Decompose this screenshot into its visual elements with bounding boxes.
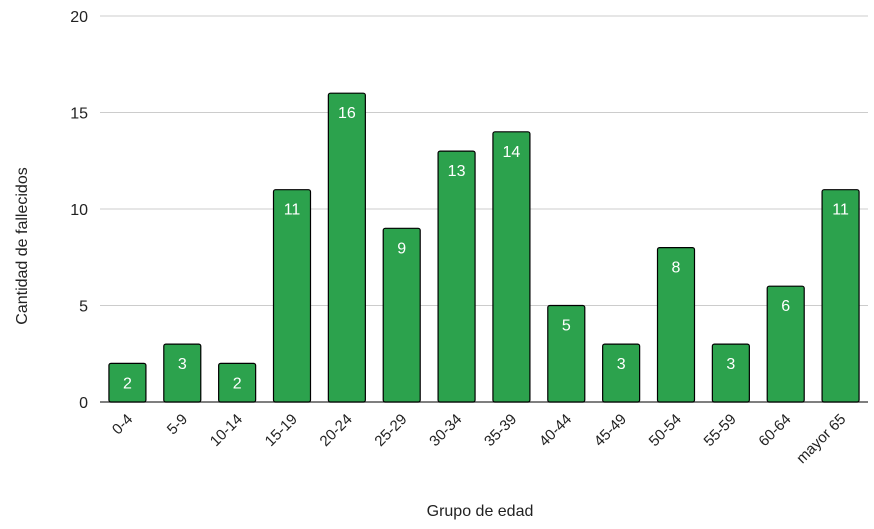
bar-10-14 <box>218 362 257 403</box>
bar-60-64 <box>766 285 805 403</box>
data-label: 6 <box>781 298 790 315</box>
x-tick-label: 50-54 <box>646 411 685 450</box>
bar-40-44 <box>547 304 586 403</box>
x-tick-label: 10-14 <box>207 411 246 450</box>
y-tick-label: 15 <box>70 106 88 123</box>
x-tick-label: mayor 65 <box>793 411 849 467</box>
bar-mayor-65 <box>821 189 860 403</box>
data-labels: 2 3 2 11 16 9 13 14 5 3 8 3 6 11 <box>123 105 849 392</box>
data-label: 11 <box>284 202 301 219</box>
bar-25-29 <box>382 227 421 403</box>
data-label: 14 <box>503 144 521 161</box>
bar-5-9 <box>163 343 202 403</box>
x-tick-label: 55-59 <box>701 411 740 450</box>
bar-35-39 <box>492 131 531 403</box>
y-tick-label: 20 <box>70 9 88 26</box>
x-tick-label: 15-19 <box>262 411 301 450</box>
x-tick-label: 35-39 <box>481 411 520 450</box>
bar-30-34 <box>437 150 476 403</box>
bar-55-59 <box>711 343 750 403</box>
x-tick-label: 45-49 <box>591 411 630 450</box>
gridlines <box>100 15 868 403</box>
data-label: 2 <box>233 375 242 392</box>
data-label: 2 <box>123 375 132 392</box>
data-label: 3 <box>617 356 626 373</box>
x-tick-label: 30-34 <box>426 411 465 450</box>
data-label: 3 <box>178 356 187 373</box>
data-label: 8 <box>672 260 681 277</box>
x-tick-label: 60-64 <box>755 411 794 450</box>
data-label: 11 <box>832 202 849 219</box>
data-label: 16 <box>338 105 356 122</box>
x-tick-label: 20-24 <box>317 411 356 450</box>
y-tick-labels: 0 5 10 15 20 <box>70 9 88 412</box>
bars <box>108 92 860 403</box>
y-tick-label: 5 <box>79 299 88 316</box>
x-tick-label: 25-29 <box>371 411 410 450</box>
data-label: 3 <box>726 356 735 373</box>
y-tick-label: 10 <box>70 202 88 219</box>
data-label: 9 <box>397 240 406 257</box>
bar-15-19 <box>272 189 312 403</box>
x-axis-title: Grupo de edad <box>427 503 534 520</box>
y-axis-title: Cantidad de fallecidos <box>14 167 31 324</box>
y-tick-label: 0 <box>79 395 88 412</box>
bar-45-49 <box>602 343 641 403</box>
x-tick-label: 5-9 <box>164 411 191 438</box>
bar-20-24 <box>327 92 366 403</box>
bar-50-54 <box>656 247 696 403</box>
x-tick-label: 0-4 <box>109 411 136 438</box>
data-label: 13 <box>448 163 466 180</box>
data-label: 5 <box>562 318 571 335</box>
x-tick-labels: 0-4 5-9 10-14 15-19 20-24 25-29 30-34 35-39 40-4… <box>109 411 849 467</box>
bar-0-4 <box>108 362 147 403</box>
x-tick-label: 40-44 <box>536 411 575 450</box>
